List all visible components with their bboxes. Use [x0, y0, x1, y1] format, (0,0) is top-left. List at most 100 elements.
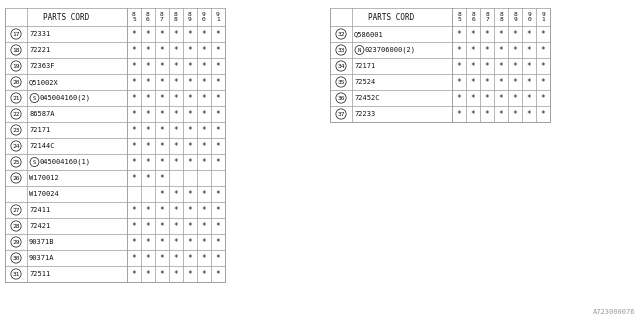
Text: *: *: [216, 125, 220, 134]
Text: *: *: [216, 29, 220, 38]
Text: *: *: [484, 93, 490, 102]
Text: *: *: [202, 45, 206, 54]
Text: 045004160(2): 045004160(2): [40, 95, 91, 101]
Text: *: *: [484, 109, 490, 118]
Text: *: *: [132, 93, 136, 102]
Text: *: *: [470, 29, 476, 38]
Text: *: *: [173, 157, 179, 166]
Text: *: *: [188, 269, 192, 278]
Text: *: *: [146, 109, 150, 118]
Text: *: *: [513, 29, 517, 38]
Text: 28: 28: [12, 223, 20, 228]
Text: *: *: [146, 173, 150, 182]
Text: *: *: [216, 189, 220, 198]
Text: 023706000(2): 023706000(2): [365, 47, 416, 53]
Text: *: *: [457, 61, 461, 70]
Text: A723000076: A723000076: [593, 309, 635, 315]
Text: *: *: [541, 93, 545, 102]
Text: *: *: [173, 221, 179, 230]
Text: 37: 37: [337, 111, 345, 116]
Text: *: *: [457, 93, 461, 102]
Text: 72421: 72421: [29, 223, 51, 229]
Text: *: *: [216, 237, 220, 246]
Text: 23: 23: [12, 127, 20, 132]
Text: *: *: [160, 173, 164, 182]
Text: *: *: [188, 141, 192, 150]
Text: *: *: [202, 77, 206, 86]
Text: *: *: [202, 269, 206, 278]
Text: *: *: [188, 253, 192, 262]
Text: *: *: [470, 77, 476, 86]
Text: *: *: [132, 45, 136, 54]
Text: *: *: [132, 173, 136, 182]
Text: *: *: [173, 93, 179, 102]
Text: *: *: [457, 45, 461, 54]
Text: *: *: [188, 109, 192, 118]
Text: 90371B: 90371B: [29, 239, 54, 245]
Text: *: *: [216, 221, 220, 230]
Text: *: *: [470, 93, 476, 102]
Text: *: *: [216, 61, 220, 70]
Text: *: *: [527, 61, 531, 70]
Text: W170024: W170024: [29, 191, 59, 197]
Text: *: *: [160, 157, 164, 166]
Text: *: *: [470, 45, 476, 54]
Text: *: *: [146, 29, 150, 38]
Text: *: *: [527, 77, 531, 86]
Text: *: *: [484, 61, 490, 70]
Text: *: *: [202, 29, 206, 38]
Text: 72452C: 72452C: [354, 95, 380, 101]
Text: *: *: [160, 29, 164, 38]
Text: 72233: 72233: [354, 111, 375, 117]
Text: *: *: [132, 221, 136, 230]
Text: 26: 26: [12, 175, 20, 180]
Text: 72144C: 72144C: [29, 143, 54, 149]
Text: *: *: [160, 141, 164, 150]
Text: *: *: [173, 45, 179, 54]
Text: *: *: [499, 77, 503, 86]
Text: *: *: [160, 189, 164, 198]
Text: *: *: [146, 45, 150, 54]
Text: *: *: [160, 221, 164, 230]
Text: *: *: [541, 77, 545, 86]
Text: 24: 24: [12, 143, 20, 148]
Text: *: *: [202, 253, 206, 262]
Text: *: *: [202, 205, 206, 214]
Text: 9
0: 9 0: [202, 12, 206, 22]
Text: 9
1: 9 1: [216, 12, 220, 22]
Text: *: *: [484, 77, 490, 86]
Text: *: *: [202, 109, 206, 118]
Text: 9
0: 9 0: [527, 12, 531, 22]
Text: *: *: [146, 125, 150, 134]
Text: *: *: [470, 109, 476, 118]
Text: *: *: [160, 77, 164, 86]
Text: 17: 17: [12, 31, 20, 36]
Text: 33: 33: [337, 47, 345, 52]
Text: 8
9: 8 9: [188, 12, 192, 22]
Text: *: *: [216, 157, 220, 166]
Text: 27: 27: [12, 207, 20, 212]
Text: 72171: 72171: [354, 63, 375, 69]
Text: *: *: [499, 109, 503, 118]
Text: *: *: [216, 205, 220, 214]
Text: *: *: [541, 61, 545, 70]
Text: 18: 18: [12, 47, 20, 52]
Text: *: *: [146, 237, 150, 246]
Text: 90371A: 90371A: [29, 255, 54, 261]
Text: 8
6: 8 6: [146, 12, 150, 22]
Text: *: *: [132, 109, 136, 118]
Bar: [5, 8, 225, 282]
Text: 25: 25: [12, 159, 20, 164]
Text: *: *: [188, 237, 192, 246]
Text: *: *: [216, 77, 220, 86]
Text: *: *: [146, 61, 150, 70]
Text: *: *: [188, 205, 192, 214]
Text: *: *: [160, 93, 164, 102]
Text: *: *: [188, 157, 192, 166]
Text: *: *: [132, 269, 136, 278]
Text: *: *: [132, 253, 136, 262]
Text: 8
9: 8 9: [513, 12, 517, 22]
Text: *: *: [173, 125, 179, 134]
Text: *: *: [146, 221, 150, 230]
Text: *: *: [132, 205, 136, 214]
